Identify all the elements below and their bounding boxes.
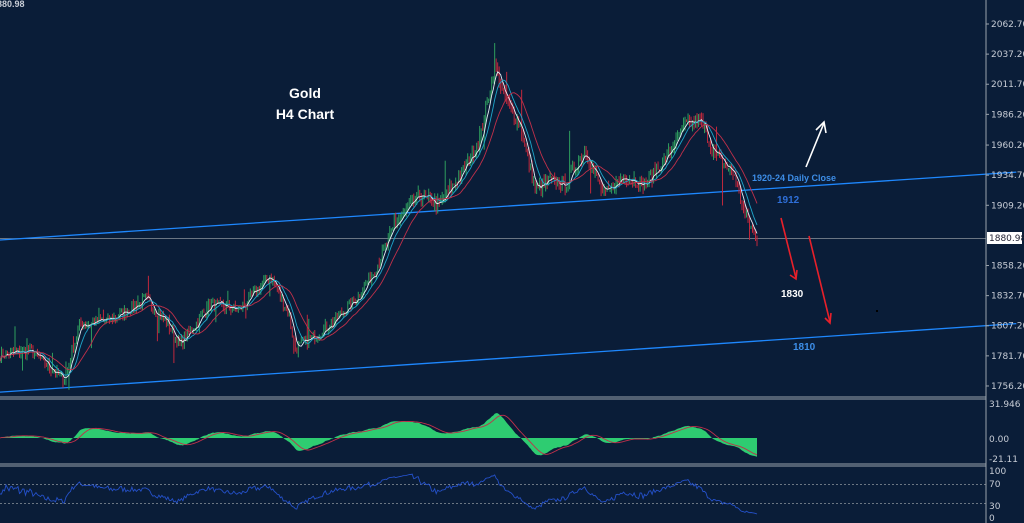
svg-text:30: 30 <box>989 502 1001 512</box>
chart-title: Gold <box>289 85 321 101</box>
trendline-lower-channel <box>0 322 1017 393</box>
price-tick-label: 1832.70 <box>991 292 1024 302</box>
chart-corner-label: 1880.98 <box>0 0 25 9</box>
annotation-1830: 1830 <box>781 289 804 300</box>
svg-text:0: 0 <box>989 514 995 523</box>
price-tick-label: 1986.20 <box>991 110 1024 120</box>
svg-text:31.946: 31.946 <box>989 400 1021 410</box>
rsi-line <box>0 473 758 515</box>
trendline-upper-channel <box>0 171 1017 241</box>
annotation-daily-close: 1920-24 Daily Close <box>752 173 836 183</box>
price-tick-label: 1781.70 <box>991 352 1024 362</box>
arrow-up-white <box>805 120 827 168</box>
price-tick-label: 1756.20 <box>991 382 1024 392</box>
arrow-down-red-2 <box>808 235 832 325</box>
candles-layer <box>0 43 758 390</box>
svg-text:0.00: 0.00 <box>989 435 1009 445</box>
price-tick-label: 2062.70 <box>991 20 1024 30</box>
price-tick-label: 2011.70 <box>991 80 1024 90</box>
annotation-1912: 1912 <box>777 195 800 206</box>
price-tick-label: 1858.20 <box>991 262 1024 272</box>
arrow-down-red-1 <box>780 217 798 281</box>
moving-average-10 <box>0 79 758 376</box>
dot-marker <box>876 310 878 312</box>
svg-text:100: 100 <box>989 467 1006 477</box>
chart-subtitle: H4 Chart <box>276 106 335 122</box>
macd-axis: 31.946 0.00 -21.11 <box>989 400 1021 465</box>
price-tick-label: 2037.20 <box>991 50 1024 60</box>
moving-averages-layer <box>0 71 758 379</box>
rsi-axis: 100 70 30 0 <box>989 467 1006 523</box>
rsi-pane <box>0 473 986 515</box>
price-axis: 2062.70 2037.20 2011.70 1986.20 1960.20 1934.… <box>986 20 1024 392</box>
price-tick-label: 1960.20 <box>991 141 1024 151</box>
macd-pane <box>0 413 758 457</box>
price-tick-label: 1807.20 <box>991 322 1024 332</box>
price-lines <box>0 171 1017 393</box>
current-price-label: 1880.98 <box>989 234 1024 244</box>
macd-signal-line <box>0 414 758 456</box>
pane-dividers <box>0 396 986 467</box>
moving-average-20 <box>0 92 758 371</box>
svg-text:-21.11: -21.11 <box>989 455 1018 465</box>
price-tick-label: 1909.20 <box>991 201 1024 211</box>
moving-average-5 <box>0 71 758 379</box>
annotation-1810: 1810 <box>793 342 816 353</box>
price-tick-label: 1934.70 <box>991 171 1024 181</box>
current-price-tag: 1880.98 <box>987 232 1024 244</box>
macd-histogram <box>0 413 757 457</box>
svg-text:70: 70 <box>989 480 1001 490</box>
